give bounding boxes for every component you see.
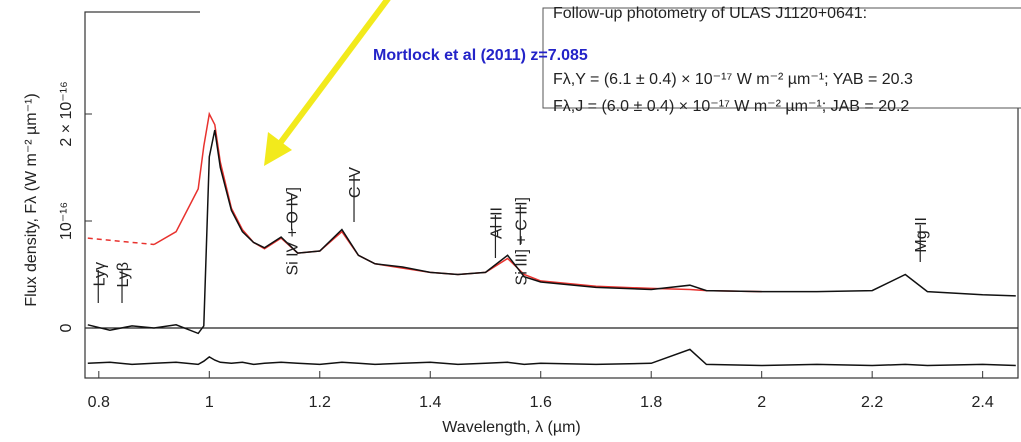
y-axis-label: Flux density, Fλ (W m⁻² µm⁻¹) [23,93,40,306]
spectrum-line [153,111,762,293]
spectrum-line [87,129,1016,335]
inset-box [542,7,1021,109]
line-id-label: Si III] + C III] [513,197,530,285]
y-tick-label: 2 × 10⁻¹⁶ [58,81,75,146]
y-tick-label: 10⁻¹⁶ [58,202,75,240]
x-tick-label: 2.4 [972,394,994,411]
inset-text: Fλ,J = (6.0 ± 0.4) × 10⁻¹⁷ W m⁻² µm⁻¹; J… [553,98,909,115]
x-tick-label: 1.4 [419,394,441,411]
x-tick-label: 2 [757,394,766,411]
chart-title: Mortlock et al (2011) z=7.085 [373,47,588,64]
line-id-label: C IV [347,167,364,198]
arrow-head [264,132,292,166]
x-tick-label: 1.8 [640,394,662,411]
line-id-label: Lyβ [115,262,132,288]
spectrum-line [87,348,1016,367]
x-tick-label: 0.8 [88,394,110,411]
x-axis-label: Wavelength, λ (µm) [442,419,580,436]
x-tick-label: 1.2 [309,394,331,411]
arrow-shaft [275,0,391,148]
line-id-label: Si IV + O IV] [285,187,302,275]
y-tick-label: 0 [58,323,75,332]
inset-text: Fλ,Y = (6.1 ± 0.4) × 10⁻¹⁷ W m⁻² µm⁻¹; Y… [553,71,913,88]
x-tick-label: 2.2 [861,394,883,411]
x-tick-label: 1 [205,394,214,411]
x-tick-label: 1.6 [530,394,552,411]
line-id-label: Al III [488,207,505,239]
line-id-label: Lyγ [91,262,108,286]
spectrum-line [87,237,155,246]
line-id-label: Mg II [913,217,930,253]
inset-text: Follow-up photometry of ULAS J1120+0641: [553,5,867,22]
